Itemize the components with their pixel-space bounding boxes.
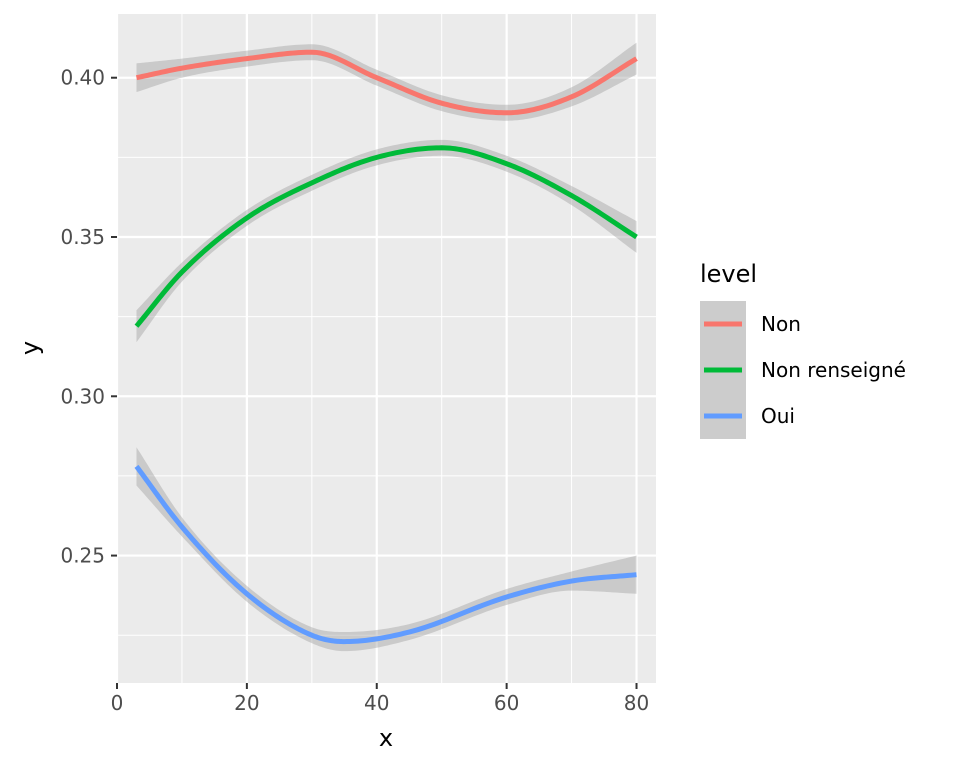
line-non	[135, 49, 638, 116]
minor-grid	[117, 14, 656, 683]
legend-keys: Non Non renseigné Oui	[700, 301, 906, 439]
legend-label-oui: Oui	[761, 404, 795, 428]
x-axis: 0 20 40 60 80	[111, 683, 649, 715]
x-tick-label: 20	[234, 691, 259, 715]
line-non-renseign-	[134, 145, 638, 328]
y-tick-label: 0.35	[60, 225, 105, 249]
y-axis-title: y	[16, 341, 44, 355]
x-tick-label: 60	[494, 691, 519, 715]
y-tick-label: 0.40	[60, 66, 105, 90]
x-tick-label: 0	[111, 691, 124, 715]
y-tick-label: 0.25	[60, 544, 105, 568]
x-tick-label: 40	[364, 691, 389, 715]
x-axis-title: x	[379, 724, 393, 752]
band-oui	[136, 447, 637, 652]
line-oui	[134, 464, 637, 645]
series-lines	[134, 49, 638, 645]
major-grid	[115, 14, 656, 683]
legend: level Non Non renseigné Oui	[700, 260, 906, 439]
legend-label-non: Non	[761, 312, 801, 336]
y-tick-label: 0.30	[60, 384, 105, 408]
x-tick-label: 80	[624, 691, 649, 715]
y-axis: 0.25 0.30 0.35 0.40	[60, 66, 117, 568]
plot-panel	[117, 14, 656, 683]
legend-title: level	[700, 260, 757, 288]
legend-label-non-renseign-: Non renseigné	[761, 358, 906, 382]
